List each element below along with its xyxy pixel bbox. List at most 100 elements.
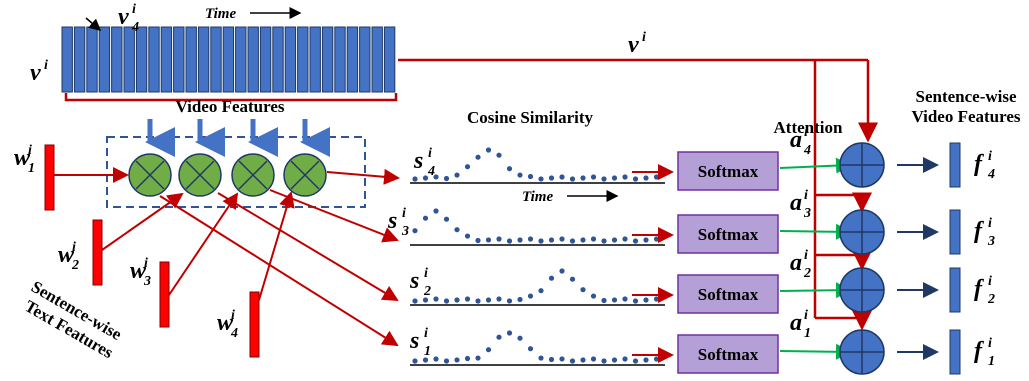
video-frame — [371, 26, 383, 93]
similarity-dot — [506, 298, 513, 304]
output-feature — [949, 329, 961, 375]
similarity-dot — [454, 297, 460, 303]
connector — [779, 282, 852, 299]
similarity-dot — [475, 237, 481, 244]
math-sup: i — [132, 2, 136, 17]
similarity-dot — [496, 334, 502, 340]
video-frame — [98, 26, 111, 93]
text-feature — [249, 291, 260, 358]
similarity-dot — [412, 358, 418, 364]
softmax-box — [677, 274, 779, 314]
plus-sign — [840, 143, 884, 187]
math-sub: 1 — [804, 326, 811, 341]
video-frame — [73, 26, 86, 93]
similarity-dot — [485, 147, 492, 153]
video-frame — [297, 26, 309, 93]
video-features-label: Video Features — [175, 97, 284, 116]
multiply-sign — [290, 160, 320, 190]
similarity-dot — [559, 174, 565, 180]
connector — [217, 192, 399, 302]
similarity-dot — [611, 297, 618, 303]
output-feature — [949, 209, 961, 255]
math-sup: i — [988, 336, 992, 351]
video-frame — [321, 26, 334, 93]
similarity-dot — [538, 288, 544, 294]
softmax-box — [677, 151, 779, 191]
similarity-dot — [632, 298, 639, 304]
similarity-dot — [475, 154, 481, 160]
similarity-dot — [443, 298, 450, 304]
similarity-dot — [412, 228, 418, 234]
connector — [269, 189, 399, 243]
math-base: w — [217, 310, 234, 336]
math-sub: 4 — [131, 20, 139, 35]
math-sup: i — [804, 125, 808, 140]
similarity-dot — [454, 172, 460, 178]
similarity-dot — [622, 174, 628, 180]
similarity-dot — [632, 176, 639, 182]
softmax-label: Softmax — [698, 225, 759, 244]
similarity-dot — [590, 356, 597, 362]
connector — [101, 192, 184, 251]
video-frame — [160, 26, 173, 93]
text-features-title: Sentence-wiseText Features — [18, 277, 127, 362]
connector — [159, 195, 399, 347]
video-frame — [197, 26, 210, 93]
text-feature — [159, 261, 170, 328]
similarity-dot — [559, 356, 565, 362]
similarity-dot — [611, 357, 618, 363]
video-frame — [334, 26, 346, 93]
time-label: Time — [522, 189, 553, 205]
video-frame — [210, 26, 222, 93]
softmax-label: Softmax — [698, 162, 759, 181]
math-sup: i — [988, 274, 992, 289]
similarity-dot — [517, 296, 523, 303]
math-sup: i — [424, 326, 428, 341]
video-frame — [309, 26, 321, 93]
similarity-dot — [601, 176, 607, 182]
math-sup: i — [988, 149, 992, 164]
text-feature — [44, 144, 55, 211]
similarity-dot — [622, 296, 628, 302]
similarity-dot — [485, 297, 492, 303]
similarity-dot — [517, 335, 523, 341]
math-base: a — [790, 190, 802, 216]
multiply-sign — [185, 160, 215, 190]
math-sup: i — [44, 58, 48, 73]
video-frame — [284, 26, 297, 93]
similarity-dot — [422, 357, 429, 363]
similarity-dot — [464, 164, 471, 170]
similarity-dot — [527, 346, 534, 352]
math-sup: i — [428, 146, 432, 161]
math-sub: 4 — [427, 164, 435, 179]
similarity-dot — [622, 236, 628, 242]
similarity-dot — [569, 276, 576, 282]
similarity-dot — [433, 208, 439, 214]
softmax-label: Softmax — [698, 285, 759, 304]
math-base: f — [974, 151, 984, 177]
similarity-dot — [464, 296, 471, 302]
math-sub: 1 — [988, 354, 995, 369]
video-frame — [346, 26, 359, 93]
similarity-dot — [548, 356, 555, 363]
similarity-dot — [464, 355, 471, 362]
similarity-dot — [622, 356, 628, 362]
math-sup: i — [231, 308, 235, 323]
similarity-dot — [422, 297, 429, 303]
math-sub: 1 — [424, 344, 431, 359]
similarity-dot — [433, 174, 439, 180]
similarity-dot — [527, 236, 534, 242]
math-sub: 2 — [423, 284, 431, 299]
similarity-dot — [517, 172, 523, 178]
similarity-dot — [653, 236, 660, 242]
math-sup: i — [402, 206, 406, 221]
similarity-dot — [527, 173, 534, 180]
similarity-dot — [485, 347, 492, 353]
math-sub: 2 — [803, 266, 811, 281]
similarity-dot — [569, 358, 576, 364]
similarity-dot — [643, 357, 649, 363]
similarity-dot — [643, 297, 649, 303]
math-sup: i — [804, 188, 808, 203]
similarity-dot — [569, 176, 576, 182]
